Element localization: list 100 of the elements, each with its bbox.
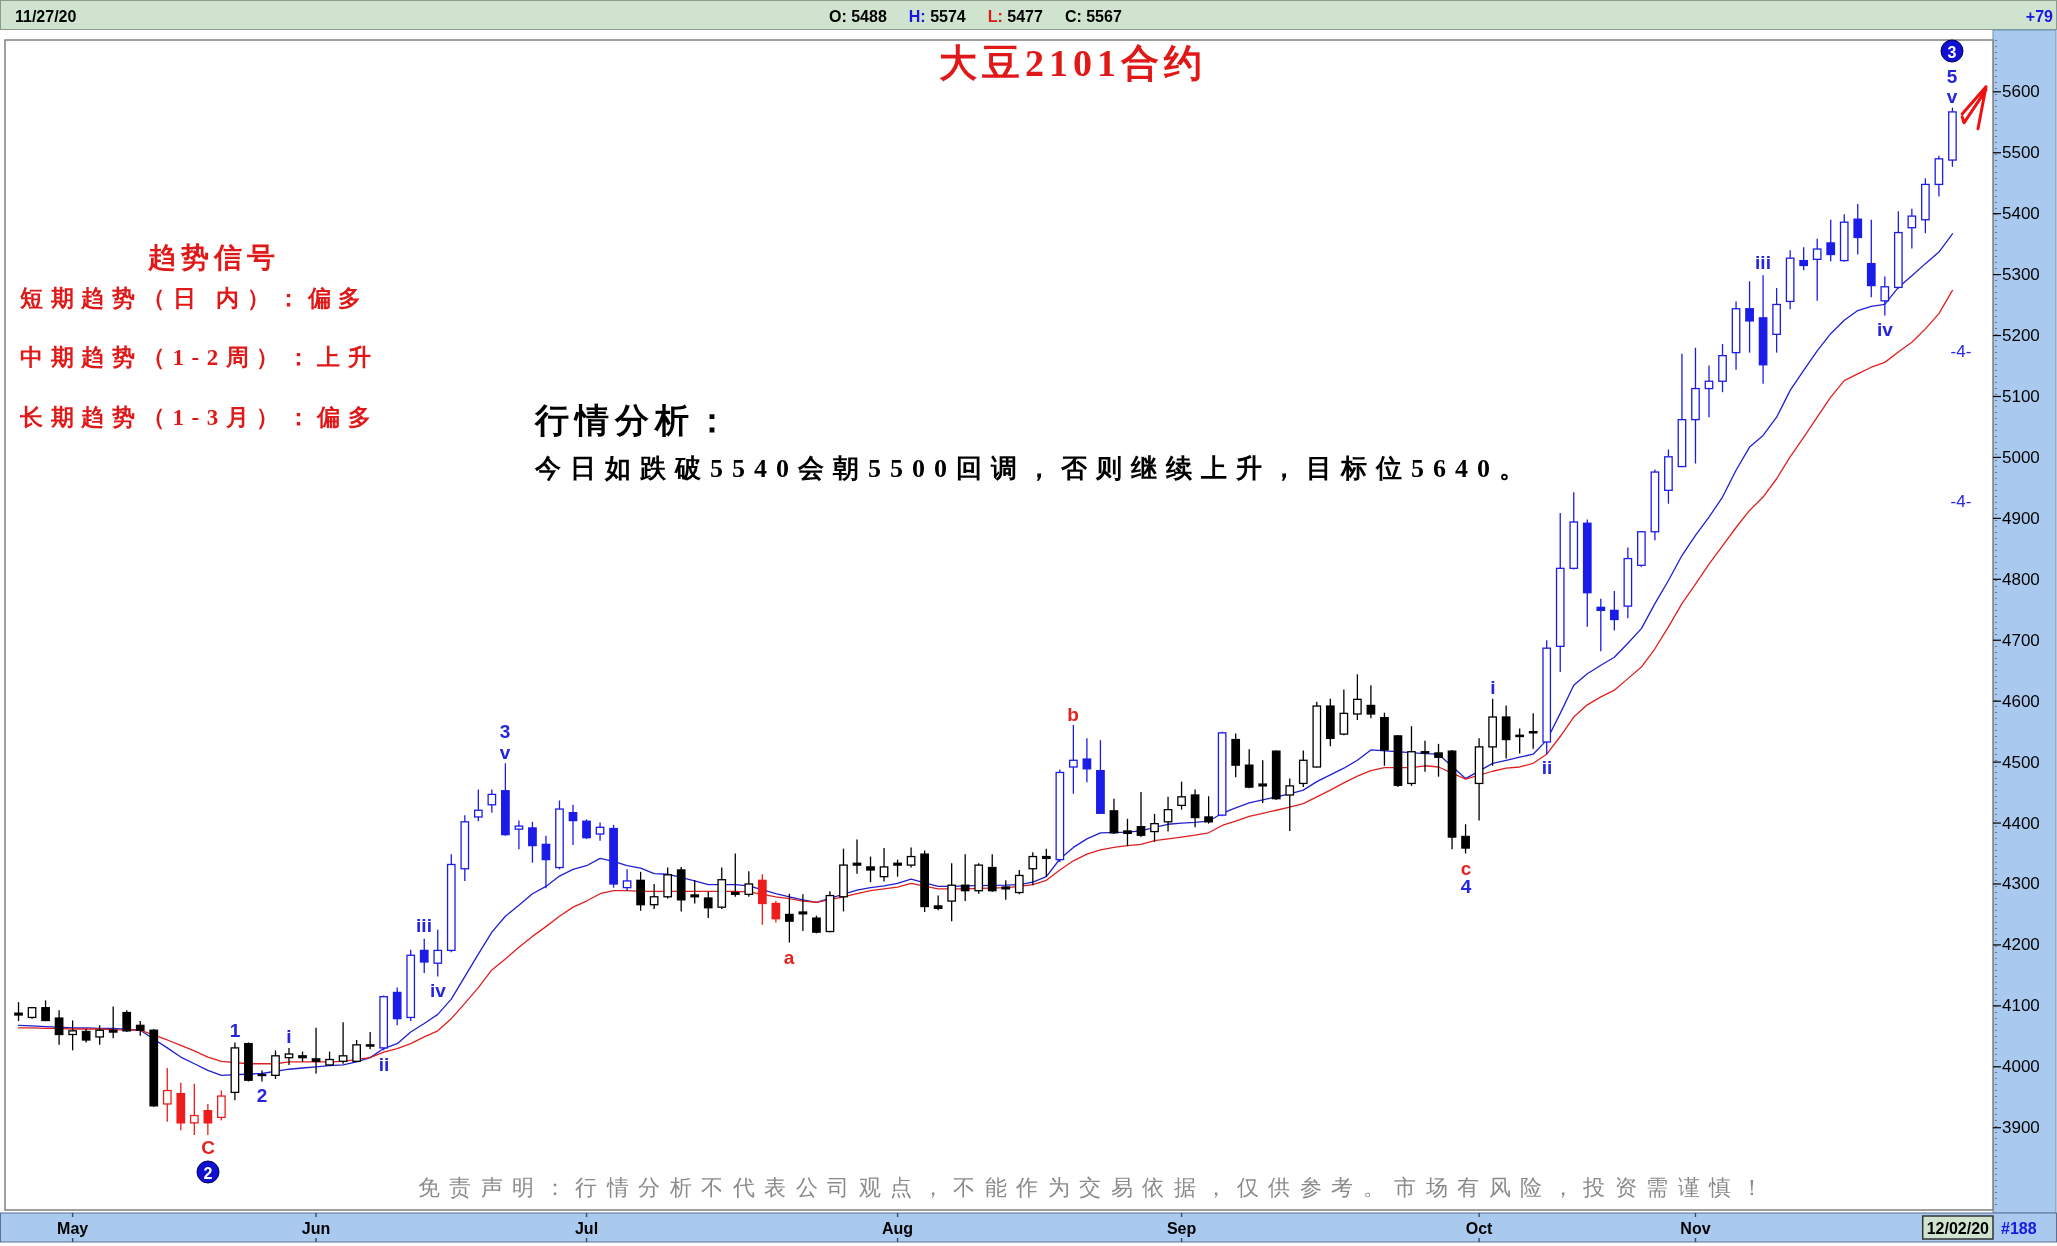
annotation: C: [201, 1136, 216, 1158]
annotation: 1: [229, 1019, 241, 1041]
candlestick: [284, 1047, 294, 1066]
annotation: iii: [1755, 251, 1771, 273]
x-tick-label: Jul: [574, 1220, 599, 1237]
candlestick: [108, 1005, 118, 1039]
candlestick: [514, 819, 524, 850]
annotation: 免责声明：行情分析不代表公司观点，不能作为交易依据，仅供参考。市场有风险，投资需谨慎！: [417, 1174, 1773, 1200]
annotation: ii: [378, 1053, 390, 1075]
candlestick: [947, 862, 957, 922]
annotation: 2: [256, 1084, 268, 1106]
candlestick: [338, 1021, 348, 1065]
candlestick: [730, 852, 740, 898]
y-tick-label: 4100: [2002, 996, 2040, 1016]
annotation: ii: [1541, 756, 1553, 778]
y-tick-label: 5400: [2002, 204, 2040, 224]
candlestick: [1420, 740, 1430, 773]
candlestick: [1150, 813, 1159, 843]
candlestick: [1028, 851, 1038, 886]
candlestick: [1204, 795, 1213, 825]
y-tick-label: 5100: [2002, 386, 2040, 406]
candlestick: [649, 883, 659, 910]
candlestick: [582, 818, 591, 840]
y-tick-label: 5500: [2002, 143, 2040, 163]
annotation: 5: [1946, 65, 1958, 87]
candlestick: [1001, 879, 1011, 901]
candlestick: [771, 900, 781, 924]
y-tick-label: 5300: [2002, 265, 2040, 285]
x-tick-label: Jun: [301, 1220, 331, 1237]
annotation: 今日如跌破5540会朝5500回调，否则继续上升，目标位5640。: [534, 453, 1534, 483]
candlestick: [68, 1019, 77, 1051]
annotation: 2: [203, 1164, 213, 1182]
candlestick: [1826, 219, 1836, 262]
candlestick: [757, 873, 767, 926]
x-tick-label: Aug: [882, 1220, 914, 1237]
candlestick: [1339, 688, 1349, 736]
candlestick: [162, 1067, 172, 1123]
candlestick: [1123, 818, 1132, 847]
candlestick: [528, 821, 537, 864]
candlestick: [95, 1024, 105, 1046]
text: O: 5488: [829, 7, 887, 24]
text: C: 5567: [1064, 7, 1122, 24]
candlestick: [960, 853, 970, 902]
annotation: v: [499, 741, 511, 763]
candlestick: [852, 838, 862, 875]
y-tick-label: 4800: [2002, 569, 2040, 589]
candlestick: [54, 1009, 64, 1046]
candlestick: [1515, 727, 1525, 755]
text: +79: [2025, 7, 2054, 24]
y-tick-label: 5200: [2002, 326, 2040, 346]
y-tick-label: 4900: [2002, 508, 2040, 528]
candlestick: [1136, 791, 1146, 838]
candlestick: [352, 1039, 361, 1063]
y-tick-label: 4200: [2002, 935, 2040, 955]
y-tick-label: 5600: [2002, 82, 2040, 102]
text: 11/27/20: [15, 7, 77, 24]
candlestick: [1461, 823, 1470, 855]
annotation: 趋势信号: [147, 241, 280, 273]
candlestick: [1285, 777, 1295, 832]
candlestick: [487, 788, 497, 814]
candlestick: [271, 1049, 280, 1080]
candlestick: [473, 788, 483, 822]
chart-title: 大豆2101合约: [939, 42, 1207, 84]
candlestick: [622, 868, 632, 892]
x-tick-label: Nov: [1680, 1220, 1711, 1237]
annotation: iii: [416, 914, 432, 936]
candlestick: [744, 870, 754, 898]
y-tick-label: 5000: [2002, 447, 2040, 467]
annotation: -4-: [1950, 491, 1972, 511]
x-tick-label: Oct: [1465, 1220, 1494, 1237]
candlestick: [1745, 280, 1754, 354]
annotation: a: [783, 946, 795, 968]
candlestick: [311, 1027, 321, 1075]
candlestick: [1353, 673, 1362, 721]
y-tick-label: 4500: [2002, 752, 2040, 772]
candlestick: [433, 929, 443, 978]
candlestick: [1596, 598, 1606, 652]
candlestick: [690, 879, 700, 905]
candlestick: [595, 821, 605, 842]
annotation: i: [1490, 676, 1496, 698]
candlestick: [203, 1103, 213, 1136]
y-tick-label: 4000: [2002, 1057, 2040, 1077]
annotation: i: [286, 1025, 292, 1047]
candlestick: [1799, 246, 1809, 271]
text: H: 5574: [908, 7, 966, 24]
candlestick: [1812, 238, 1822, 302]
x-tick-label: Sep: [1166, 1220, 1197, 1237]
annotation: 长期趋势（1-3月）：偏多: [19, 404, 379, 430]
text: L: 5477: [987, 7, 1043, 24]
candlestick: [879, 847, 889, 883]
annotation: 3: [499, 720, 511, 742]
y-tick-label: 4400: [2002, 813, 2040, 833]
candlestick: [906, 846, 916, 869]
candlestick: [1866, 219, 1876, 298]
candlestick: [568, 804, 578, 846]
y-tick-label: 3900: [2002, 1118, 2040, 1138]
candlestick: [1880, 275, 1890, 317]
candlestick: [1258, 759, 1268, 804]
candlestick: [1082, 737, 1092, 783]
candlestick: [1434, 743, 1443, 778]
